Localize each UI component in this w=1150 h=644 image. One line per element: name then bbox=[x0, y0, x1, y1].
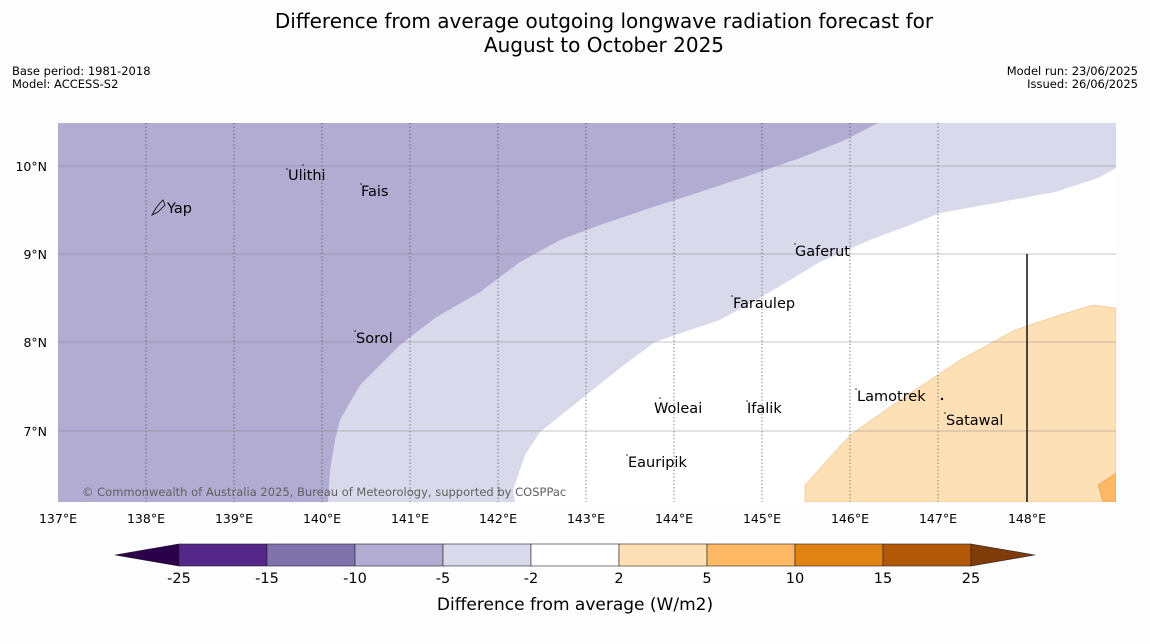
place-label-ifalik: Ifalik bbox=[747, 401, 782, 417]
colorbar-tick: 2 bbox=[614, 571, 623, 587]
colorbar-tick: -2 bbox=[524, 571, 538, 587]
colorbar-segment-6 bbox=[618, 543, 708, 567]
colorbar bbox=[114, 543, 1036, 567]
map-area bbox=[58, 123, 1116, 502]
colorbar-tick: -25 bbox=[167, 571, 191, 587]
lon-tick-146e: 146°E bbox=[831, 511, 869, 526]
yap-island-shape bbox=[150, 199, 166, 216]
lon-tick-145e: 145°E bbox=[743, 511, 781, 526]
lat-tick-9n: 9°N bbox=[23, 247, 47, 262]
place-label-woleai: Woleai bbox=[654, 401, 702, 417]
lon-tick-140e: 140°E bbox=[303, 511, 341, 526]
lat-tick-10n: 10°N bbox=[15, 159, 47, 174]
base-period: Base period: 1981-2018 bbox=[12, 64, 151, 78]
colorbar-segment-2 bbox=[266, 543, 356, 567]
colorbar-tick: 15 bbox=[874, 571, 892, 587]
island-markers bbox=[150, 164, 946, 456]
colorbar-tick: -15 bbox=[255, 571, 279, 587]
meta-right: Model run: 23/06/2025 Issued: 26/06/2025 bbox=[1007, 65, 1138, 91]
colorbar-tick: 5 bbox=[702, 571, 711, 587]
place-label-satawal: Satawal bbox=[946, 413, 1003, 429]
colorbar-arrow-right bbox=[970, 543, 1036, 567]
issued-date: Issued: 26/06/2025 bbox=[1027, 77, 1138, 91]
lon-tick-141e: 141°E bbox=[391, 511, 429, 526]
lon-tick-147e: 147°E bbox=[919, 511, 957, 526]
meta-left: Base period: 1981-2018 Model: ACCESS-S2 bbox=[12, 65, 151, 91]
title-line-1: Difference from average outgoing longwav… bbox=[274, 9, 934, 33]
colorbar-segment-9 bbox=[882, 543, 972, 567]
lon-tick-139e: 139°E bbox=[215, 511, 253, 526]
colorbar-segment-7 bbox=[706, 543, 796, 567]
lat-tick-8n: 8°N bbox=[23, 335, 47, 350]
place-label-ulithi: Ulithi bbox=[288, 168, 326, 184]
copyright-text: © Commonwealth of Australia 2025, Bureau… bbox=[82, 485, 566, 499]
anomaly-region-purple bbox=[58, 123, 878, 502]
place-label-faraulep: Faraulep bbox=[733, 296, 795, 312]
colorbar-tick: -10 bbox=[343, 571, 367, 587]
colorbar-segment-3 bbox=[354, 543, 444, 567]
colorbar-segment-1 bbox=[178, 543, 268, 567]
colorbar-tick: 10 bbox=[786, 571, 804, 587]
anomaly-region-orange bbox=[1097, 472, 1116, 502]
colorbar-segment-5 bbox=[530, 543, 620, 567]
title-line-2: August to October 2025 bbox=[483, 33, 725, 57]
colorbar-segment-4 bbox=[442, 543, 532, 567]
model-run: Model run: 23/06/2025 bbox=[1006, 64, 1138, 78]
lon-tick-148e: 148°E bbox=[1008, 511, 1046, 526]
colorbar-segment-8 bbox=[794, 543, 884, 567]
place-label-gaferut: Gaferut bbox=[795, 244, 850, 260]
anomaly-region-light-orange bbox=[804, 304, 1116, 502]
lon-tick-138e: 138°E bbox=[127, 511, 165, 526]
place-label-yap: Yap bbox=[166, 201, 192, 217]
lon-tick-143e: 143°E bbox=[567, 511, 605, 526]
place-label-fais: Fais bbox=[361, 184, 388, 200]
lon-tick-144e: 144°E bbox=[655, 511, 693, 526]
model-name: Model: ACCESS-S2 bbox=[12, 77, 119, 91]
place-label-sorol: Sorol bbox=[356, 331, 393, 347]
colorbar-tick: 25 bbox=[962, 571, 980, 587]
colorbar-label: Difference from average (W/m2) bbox=[437, 595, 713, 615]
lon-tick-137e: 137°E bbox=[39, 511, 77, 526]
chart-title: Difference from average outgoing longwav… bbox=[0, 9, 1150, 57]
place-label-lamotrek: Lamotrek bbox=[857, 389, 926, 405]
lat-tick-7n: 7°N bbox=[23, 424, 47, 439]
colorbar-tick: -5 bbox=[436, 571, 450, 587]
colorbar-arrow-left bbox=[114, 543, 180, 567]
place-label-eauripik: Eauripik bbox=[628, 455, 687, 471]
lon-tick-142e: 142°E bbox=[479, 511, 517, 526]
longitude-gridlines bbox=[145, 123, 939, 502]
